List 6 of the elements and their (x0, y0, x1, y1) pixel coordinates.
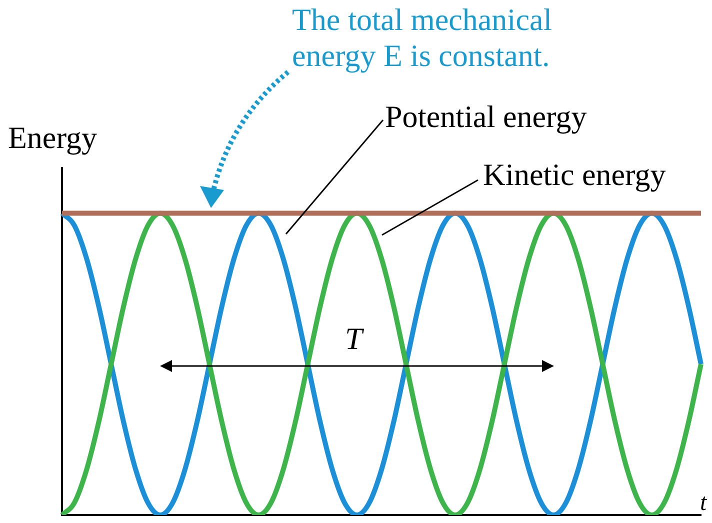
y-axis-title: Energy (8, 120, 97, 156)
annotation: T (345, 321, 362, 356)
x-axis-title: t (700, 490, 707, 516)
text: Potential energy (385, 99, 587, 134)
series-label: Kinetic energy (483, 157, 666, 192)
text: The total mechanical energy E is constant. (292, 2, 553, 74)
